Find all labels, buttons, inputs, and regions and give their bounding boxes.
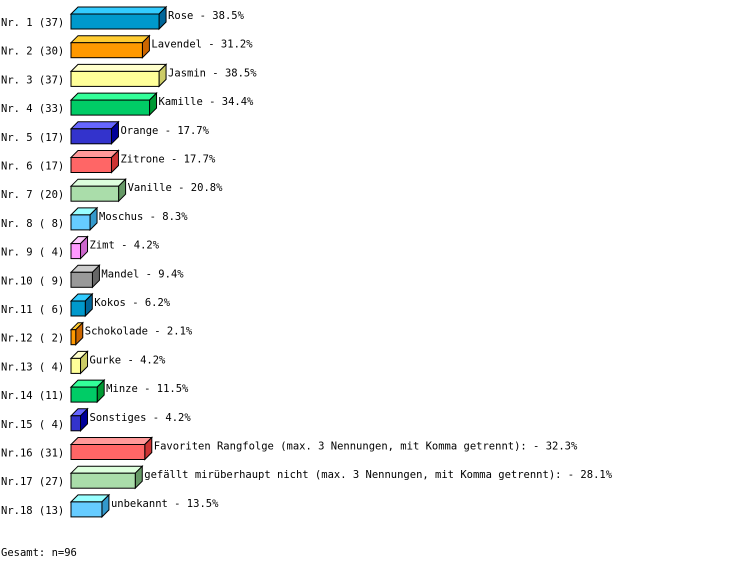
bar [70,357,82,374]
bar-top [69,437,153,445]
bar [70,128,112,145]
bar [70,99,151,116]
bar-top [69,92,158,101]
bar-top [69,63,168,72]
bar [70,386,98,403]
row-label: Nr.12 ( 2) [1,333,64,345]
bar [70,472,136,489]
row-label: Nr. 7 (20) [1,189,64,201]
bar [70,42,143,59]
row-label: Nr.13 ( 4) [1,361,64,373]
row-label: Nr.15 ( 4) [1,419,64,431]
bar [70,13,160,30]
bar-top [69,465,144,474]
bar [70,243,82,260]
bar-top [69,121,120,130]
bar-value-label: Rose - 38.5% [168,10,245,22]
bar-value-label: Kokos - 6.2% [94,297,171,309]
bar [70,214,91,231]
bar [70,70,160,87]
row-label: Nr. 2 (30) [1,46,64,58]
row-label: Nr. 9 ( 4) [1,247,64,259]
row-label: Nr.17 (27) [1,476,64,488]
bar-value-label: Lavendel - 31.2% [151,39,253,51]
row-label: Nr. 5 (17) [1,132,64,144]
row-label: Nr.14 (11) [1,390,64,402]
bar-value-label: Orange - 17.7% [120,125,209,137]
row-label: Nr.18 (13) [1,505,64,517]
bar [70,271,93,288]
row-label: Nr.16 (31) [1,448,64,460]
bar-value-label: Kamille - 34.4% [159,96,255,108]
bar-value-label: Minze - 11.5% [106,383,189,395]
bar-value-label: Gurke - 4.2% [90,354,167,366]
row-label: Nr.11 ( 6) [1,304,64,316]
bar-value-label: Schokolade - 2.1% [85,326,193,338]
bar-value-label: Mandel - 9.4% [101,268,184,280]
bar-value-label: Zitrone - 17.7% [120,154,216,166]
bar [70,501,103,518]
bar [70,157,112,173]
bar-value-label: unbekannt - 13.5% [111,498,219,510]
bar-top [69,35,151,44]
bar [70,415,82,432]
bar [70,329,77,346]
bar-top [69,178,127,187]
row-label: Nr. 8 ( 8) [1,218,64,230]
bar-value-label: gefällt mirüberhaupt nicht (max. 3 Nennu… [144,469,612,481]
total-count: Gesamt: n=96 [1,547,77,559]
row-label: Nr. 1 (37) [1,17,64,29]
row-label: Nr. 4 (33) [1,103,64,115]
bar [70,444,146,460]
row-label: Nr. 6 (17) [1,161,64,173]
bar-value-label: Zimt - 4.2% [90,240,160,252]
row-label: Nr. 3 (37) [1,74,64,86]
bar [70,185,120,202]
bar [70,300,86,317]
bar-value-label: Moschus - 8.3% [99,211,188,223]
bar-value-label: Jasmin - 38.5% [168,67,257,79]
bar-value-label: Sonstiges - 4.2% [90,412,192,424]
bar-top [69,150,120,158]
row-label: Nr.10 ( 9) [1,275,64,287]
bar-value-label: Favoriten Rangfolge (max. 3 Nennungen, m… [154,441,578,453]
bar-top [69,6,168,15]
bar-value-label: Vanille - 20.8% [128,182,224,194]
